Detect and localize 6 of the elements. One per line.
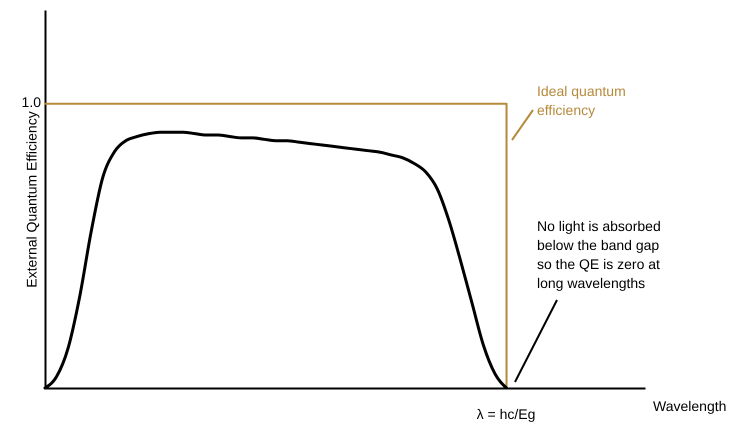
- text: No light is absorbed below the band gap so the QE is zero at long wavelengths: [537, 218, 661, 291]
- y-axis-title: External Quantum Efficiency: [24, 111, 40, 288]
- text: Wavelength: [653, 398, 726, 414]
- text: Ideal quantum efficiency: [537, 83, 626, 118]
- annotation: 1.0: [22, 94, 42, 110]
- text: λ = hc/Eg: [476, 406, 536, 422]
